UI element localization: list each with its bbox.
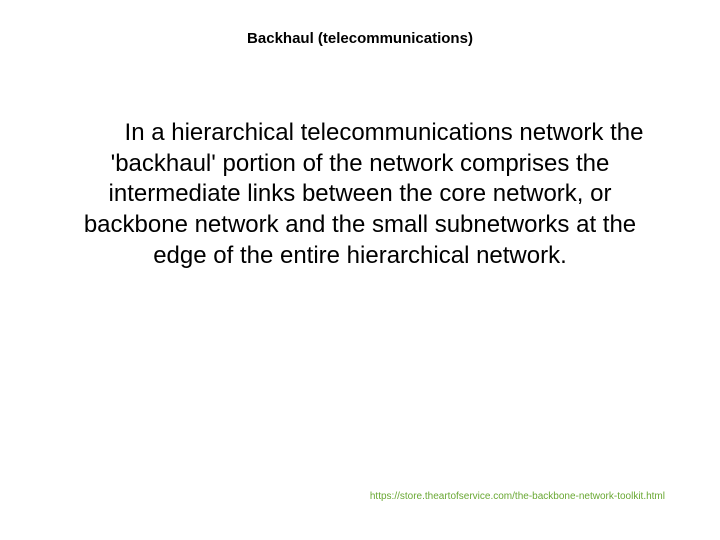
slide-body: In a hierarchical telecommunications net… bbox=[60, 118, 660, 272]
slide-container: Backhaul (telecommunications) In a hiera… bbox=[0, 0, 720, 540]
footer-url: https://store.theartofservice.com/the-ba… bbox=[370, 491, 665, 502]
body-text-content: In a hierarchical telecommunications net… bbox=[84, 119, 644, 269]
slide-title: Backhaul (telecommunications) bbox=[0, 30, 720, 47]
